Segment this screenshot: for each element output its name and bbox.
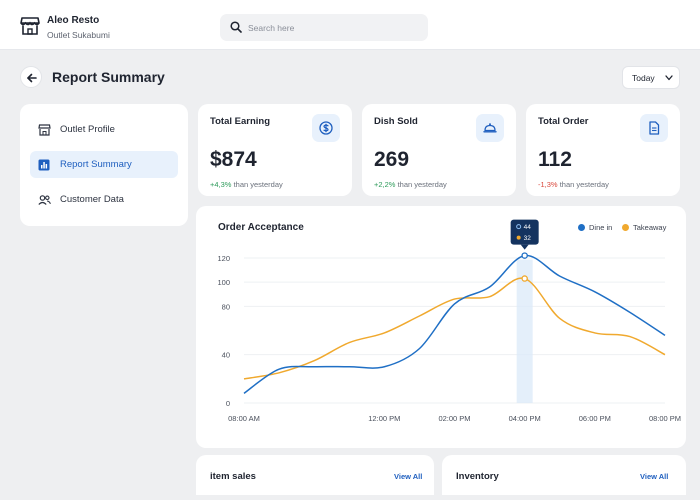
y-tick-label: 80: [222, 302, 230, 311]
dollar-icon: [319, 121, 333, 135]
search-input[interactable]: [248, 19, 418, 36]
delta-percent: +4,3%: [210, 180, 232, 189]
delta-text: than yesterday: [559, 180, 609, 189]
search-bar[interactable]: [220, 14, 428, 41]
y-tick-label: 100: [217, 278, 230, 287]
x-tick-label: 08:00 PM: [649, 414, 681, 423]
document-icon: [649, 121, 660, 135]
y-tick-label: 120: [217, 254, 230, 263]
top-bar: Aleo Resto Outlet Sukabumi: [0, 0, 700, 50]
sidebar-item-report-summary[interactable]: Report Summary: [30, 151, 178, 178]
search-icon: [230, 21, 242, 33]
stat-value: 269: [374, 148, 410, 171]
tooltip-value-takeaway: 32: [524, 235, 532, 242]
item-sales-card: item sales View All: [196, 455, 434, 495]
inventory-title: Inventory: [456, 471, 499, 482]
date-filter-value: Today: [632, 73, 655, 83]
x-tick-label: 04:00 PM: [509, 414, 541, 423]
stat-icon-badge: [312, 114, 340, 142]
legend-dine-in: Dine in: [578, 223, 612, 232]
x-tick-label: 06:00 PM: [579, 414, 611, 423]
back-button[interactable]: [20, 66, 42, 88]
stat-icon-badge: [476, 114, 504, 142]
series-line-dine-in: [243, 254, 666, 394]
brand-name: Aleo Resto: [47, 15, 100, 26]
legend-dot: [622, 224, 629, 231]
sidebar-item-label: Customer Data: [60, 194, 124, 205]
date-filter-dropdown[interactable]: Today: [622, 66, 680, 89]
stat-delta: +4,3% than yesterday: [210, 180, 283, 189]
page-title: Report Summary: [52, 69, 165, 85]
series-line-takeaway: [243, 277, 666, 380]
highlight-point-takeaway: [521, 275, 528, 282]
stat-value: 112: [538, 148, 572, 171]
sidebar-item-label: Report Summary: [60, 159, 132, 170]
x-tick-label: 02:00 PM: [438, 414, 470, 423]
stat-title: Dish Sold: [374, 116, 418, 127]
stat-delta: -1,3% than yesterday: [538, 180, 609, 189]
item-sales-title: item sales: [210, 471, 256, 482]
stat-card-total-earning: Total Earning $874 +4,3% than yesterday: [198, 104, 352, 196]
sidebar-item-label: Outlet Profile: [60, 124, 115, 135]
sidebar-item-customer-data[interactable]: Customer Data: [30, 186, 178, 213]
delta-percent: +2,2%: [374, 180, 396, 189]
delta-text: than yesterday: [397, 180, 447, 189]
item-sales-view-all-link[interactable]: View All: [394, 472, 423, 481]
x-tick-label: 08:00 AM: [228, 414, 260, 423]
chart-title: Order Acceptance: [218, 222, 304, 233]
store-icon: [38, 124, 51, 136]
legend-dot: [578, 224, 585, 231]
inventory-card: Inventory View All: [442, 455, 686, 495]
y-tick-label: 0: [226, 399, 230, 408]
stat-title: Total Order: [538, 116, 589, 127]
order-acceptance-card: Order Acceptance Dine in Takeaway 0 40 80 1…: [196, 206, 686, 448]
cloche-icon: [483, 123, 497, 133]
legend-takeaway: Takeaway: [622, 223, 666, 232]
arrow-left-icon: [27, 73, 37, 83]
chevron-down-icon: [665, 75, 673, 81]
stat-card-dish-sold: Dish Sold 269 +2,2% than yesterday: [362, 104, 516, 196]
store-icon: [20, 17, 40, 35]
bar-chart-icon: [38, 159, 50, 171]
y-tick-label: 40: [222, 351, 230, 360]
tooltip-pointer: [520, 244, 529, 250]
delta-percent: -1,3%: [538, 180, 558, 189]
delta-text: than yesterday: [233, 180, 283, 189]
sidebar-item-outlet-profile[interactable]: Outlet Profile: [30, 116, 178, 143]
highlight-band: [516, 259, 533, 403]
stat-delta: +2,2% than yesterday: [374, 180, 447, 189]
stat-title: Total Earning: [210, 116, 270, 127]
legend-label: Dine in: [589, 223, 613, 232]
legend-label: Takeaway: [633, 223, 667, 232]
users-icon: [38, 195, 51, 205]
outlet-name: Outlet Sukabumi: [47, 30, 110, 40]
stat-value: $874: [210, 148, 257, 171]
highlight-point-dine-in: [521, 252, 528, 259]
sidebar: Outlet Profile Report Summary Customer D…: [20, 104, 188, 226]
x-tick-label: 12:00 PM: [368, 414, 400, 423]
stat-icon-badge: [640, 114, 668, 142]
tooltip-dot-takeaway: [516, 235, 521, 240]
inventory-view-all-link[interactable]: View All: [640, 472, 669, 481]
order-acceptance-chart[interactable]: 0 40 80 100 120 08:00 AM 12:00 PM 02:00 PM 04:00…: [196, 206, 686, 448]
tooltip-dot-dine-in: [516, 224, 522, 230]
stat-card-total-order: Total Order 112 -1,3% than yesterday: [526, 104, 680, 196]
tooltip-value-dine-in: 44: [524, 224, 532, 231]
